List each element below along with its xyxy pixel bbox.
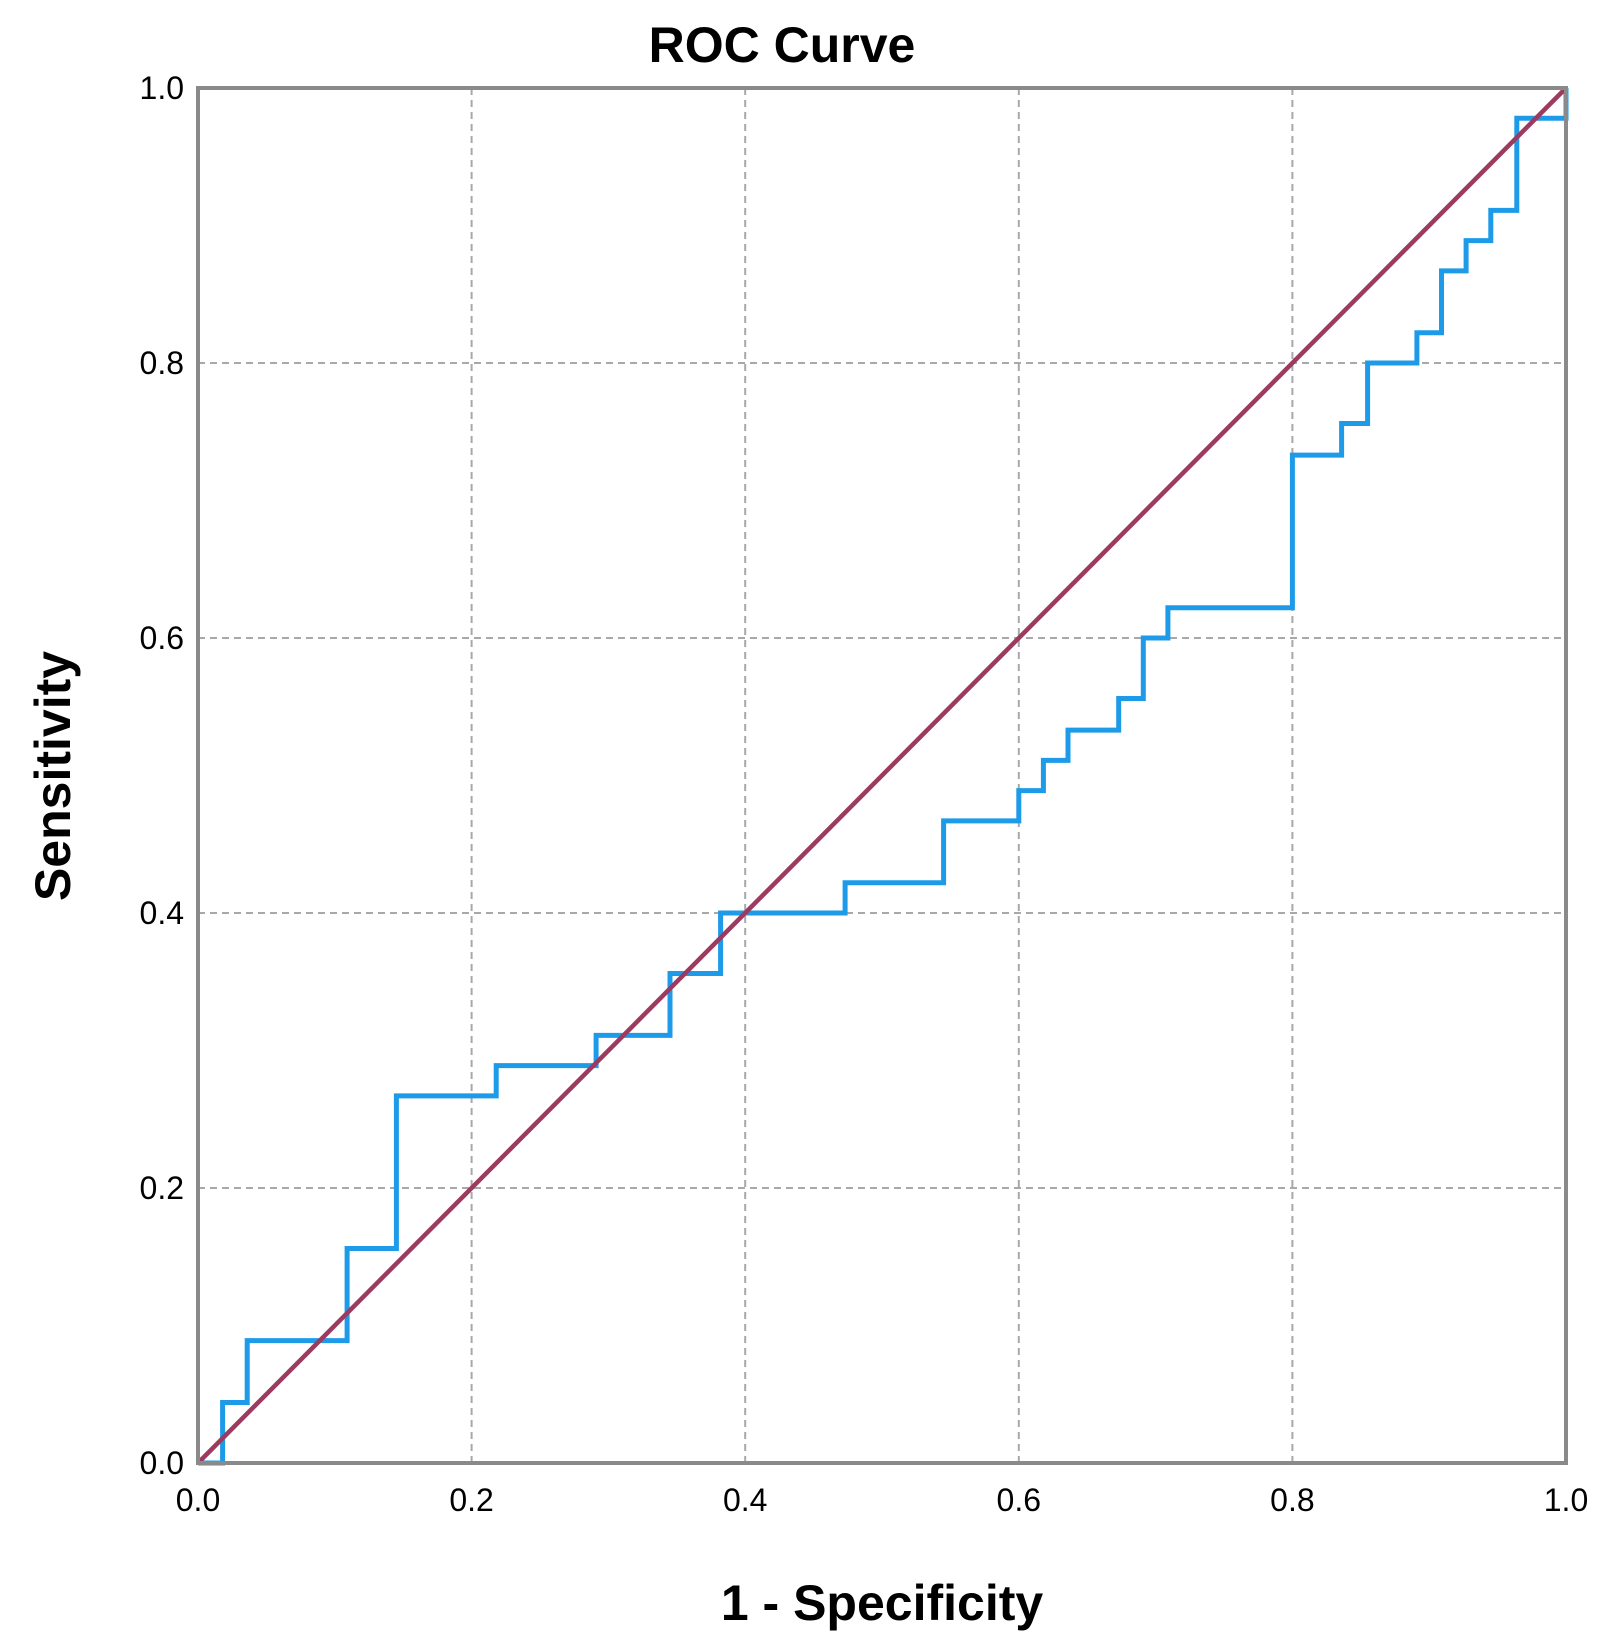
y-tick-label: 0.0 <box>140 1445 184 1481</box>
x-tick-label: 0.6 <box>997 1482 1041 1518</box>
y-tick-label: 0.4 <box>140 895 184 931</box>
roc-curve-line <box>198 88 1569 1466</box>
y-tick-label: 0.6 <box>140 620 184 656</box>
x-tick-labels: 0.0 0.2 0.4 0.6 0.8 1.0 <box>176 1482 1588 1518</box>
y-tick-labels: 0.0 0.2 0.4 0.6 0.8 1.0 <box>140 70 184 1481</box>
y-tick-label: 0.2 <box>140 1170 184 1206</box>
series-layer <box>196 86 1569 1466</box>
x-tick-label: 0.2 <box>449 1482 493 1518</box>
x-tick-label: 1.0 <box>1544 1482 1588 1518</box>
y-axis-label: Sensitivity <box>25 651 81 901</box>
grid <box>198 88 1566 1463</box>
chart-title: ROC Curve <box>649 17 916 73</box>
x-axis-label: 1 - Specificity <box>721 1575 1044 1631</box>
x-tick-label: 0.4 <box>723 1482 767 1518</box>
y-tick-label: 0.8 <box>140 345 184 381</box>
reference-diagonal-line <box>196 86 1568 1465</box>
x-tick-label: 0.8 <box>1270 1482 1314 1518</box>
y-tick-label: 1.0 <box>140 70 184 106</box>
plot-frame <box>196 86 1568 1465</box>
x-tick-label: 0.0 <box>176 1482 220 1518</box>
